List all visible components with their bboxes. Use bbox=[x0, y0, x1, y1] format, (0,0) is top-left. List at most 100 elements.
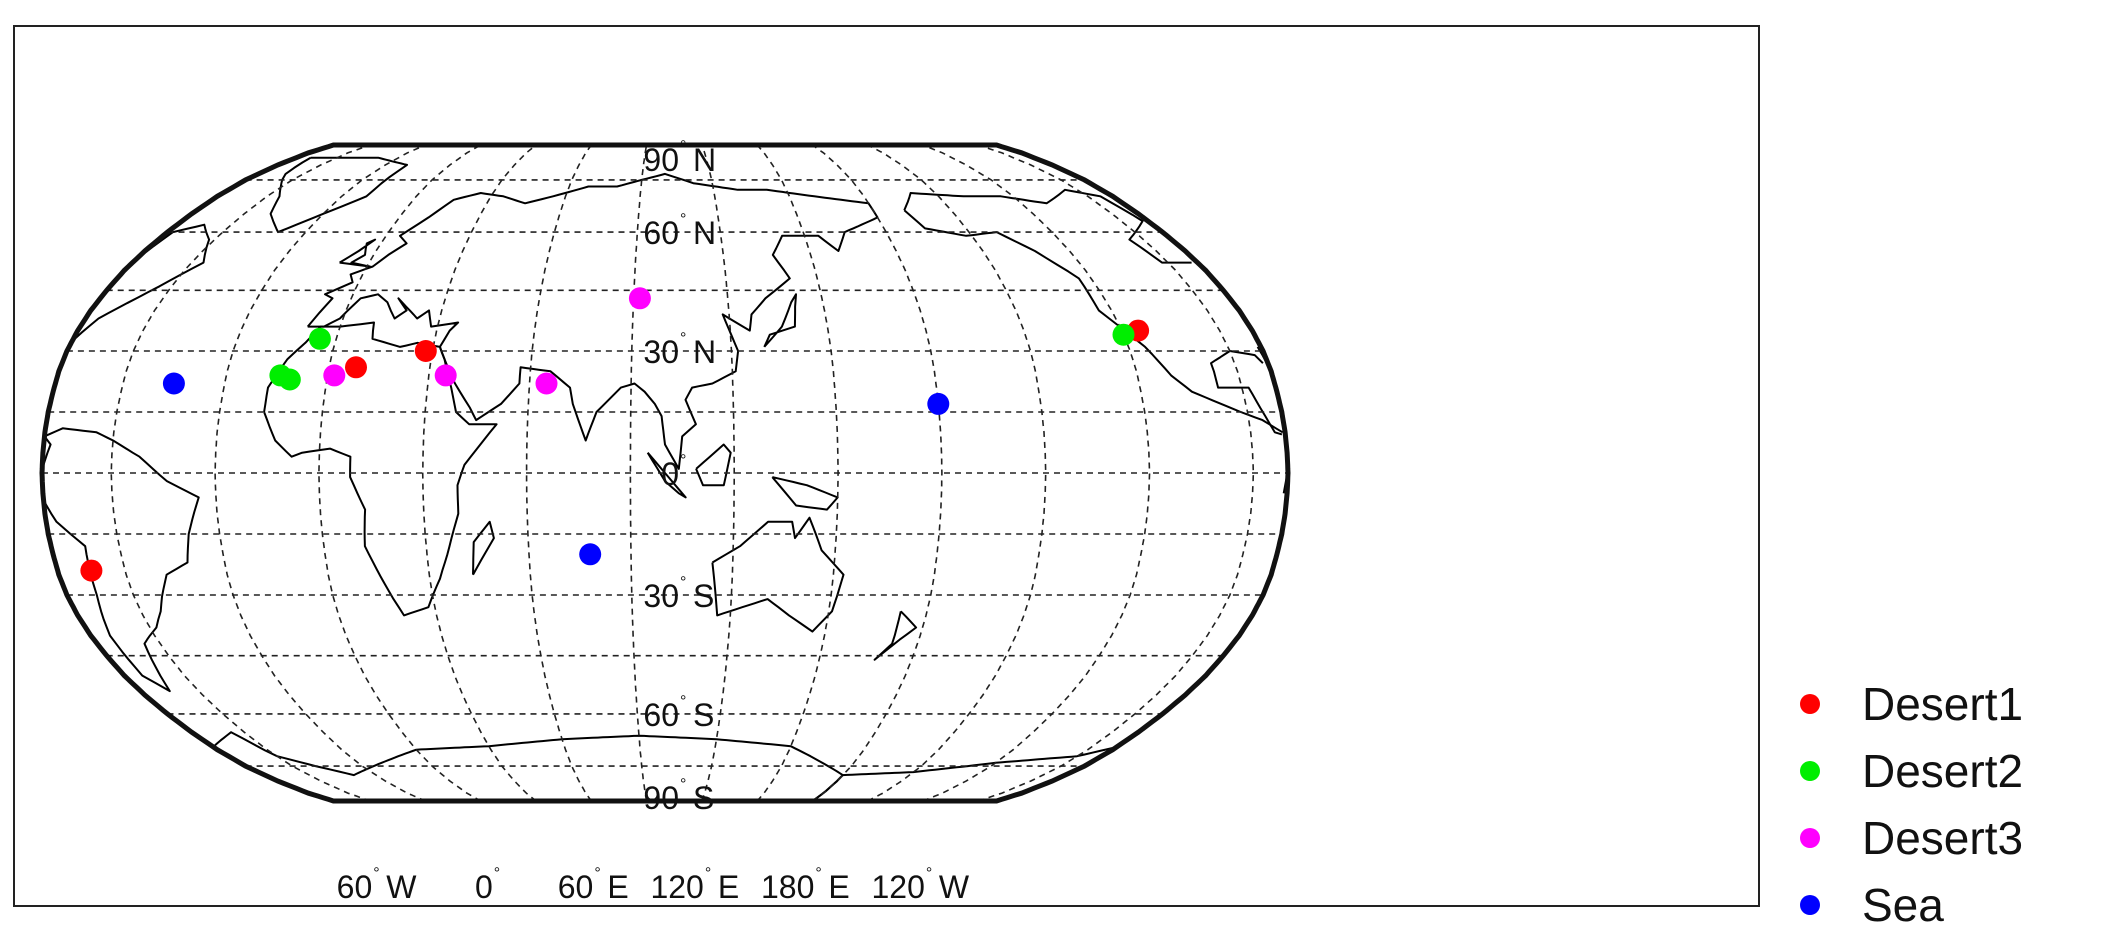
label-hemisphere: E bbox=[607, 869, 628, 905]
coastline bbox=[269, 156, 408, 234]
label-value: 180 bbox=[761, 869, 814, 905]
site-marker-desert3 bbox=[323, 364, 346, 387]
latitude-label: 90 ° S bbox=[643, 776, 714, 816]
site-marker-desert1 bbox=[414, 340, 437, 362]
site-marker-desert3 bbox=[535, 372, 558, 395]
coastline bbox=[873, 610, 918, 661]
longitude-label: 60 ° E bbox=[558, 865, 629, 905]
coastline bbox=[842, 746, 1116, 777]
site-marker-sea bbox=[927, 392, 950, 415]
coastline bbox=[263, 321, 498, 617]
label-hemisphere: E bbox=[828, 869, 849, 905]
site-markers bbox=[80, 287, 1150, 582]
coastline bbox=[711, 516, 845, 633]
longitude-label: 0 ° bbox=[475, 865, 500, 905]
plot-frame bbox=[13, 25, 1760, 907]
coastline bbox=[73, 223, 211, 341]
degree-symbol: ° bbox=[494, 865, 500, 882]
degree-symbol: ° bbox=[680, 693, 686, 710]
site-marker-desert1 bbox=[80, 559, 103, 582]
longitude-label: 180 ° E bbox=[761, 865, 850, 905]
label-hemisphere: N bbox=[693, 142, 716, 178]
label-hemisphere: E bbox=[718, 869, 739, 905]
label-hemisphere: S bbox=[693, 578, 714, 614]
site-marker-sea bbox=[579, 543, 602, 566]
legend-item-desert3: Desert3 bbox=[1800, 804, 2023, 871]
coastline bbox=[903, 209, 1284, 434]
meridian-line bbox=[701, 144, 735, 802]
legend-label: Desert3 bbox=[1862, 811, 2024, 864]
map-outline bbox=[39, 142, 1291, 804]
latitude-label: 60 ° S bbox=[643, 693, 714, 733]
label-value: 120 bbox=[650, 869, 703, 905]
coastline bbox=[1210, 350, 1283, 436]
legend-label: Desert2 bbox=[1862, 744, 2024, 797]
degree-symbol: ° bbox=[680, 574, 686, 591]
legend-item-sea: Sea bbox=[1800, 871, 2023, 938]
label-value: 120 bbox=[871, 869, 924, 905]
site-marker-sea bbox=[162, 372, 185, 395]
latitude-label: 90 ° N bbox=[643, 138, 716, 178]
label-value: 0 bbox=[475, 869, 493, 905]
label-value: 0 bbox=[661, 456, 679, 492]
site-marker-desert2 bbox=[308, 327, 331, 350]
meridian-line bbox=[318, 144, 482, 802]
degree-symbol: ° bbox=[680, 211, 686, 228]
desert2-marker-icon bbox=[1800, 760, 1820, 781]
label-hemisphere: N bbox=[693, 334, 716, 370]
label-hemisphere: S bbox=[693, 780, 714, 816]
degree-symbol: ° bbox=[680, 138, 686, 155]
degree-symbol: ° bbox=[594, 865, 600, 882]
longitude-label: 120 ° E bbox=[650, 865, 739, 905]
site-marker-desert2 bbox=[1112, 323, 1135, 346]
legend-item-desert1: Desert1 bbox=[1800, 670, 2023, 737]
degree-symbol: ° bbox=[815, 865, 821, 882]
coastline bbox=[695, 443, 732, 487]
meridian-line bbox=[811, 144, 943, 802]
site-marker-desert3 bbox=[628, 287, 651, 310]
label-value: 60 bbox=[643, 697, 679, 733]
label-hemisphere: N bbox=[693, 215, 716, 251]
latitude-label: 30 ° S bbox=[643, 574, 714, 614]
site-marker-desert3 bbox=[434, 364, 457, 387]
coastline bbox=[339, 238, 377, 268]
degree-symbol: ° bbox=[373, 865, 379, 882]
latitude-label: 60 ° N bbox=[643, 211, 716, 251]
meridian-line bbox=[756, 144, 839, 802]
coastline bbox=[903, 188, 1192, 264]
latitude-label: 30 ° N bbox=[643, 330, 716, 370]
label-value: 30 bbox=[643, 334, 679, 370]
meridian-line bbox=[977, 144, 1255, 802]
label-value: 60 bbox=[337, 869, 373, 905]
coastline bbox=[42, 427, 200, 693]
label-value: 60 bbox=[643, 215, 679, 251]
legend-label: Sea bbox=[1862, 878, 1944, 931]
latitude-label: 0 ° bbox=[661, 452, 686, 492]
coastline bbox=[763, 293, 797, 348]
coastline bbox=[646, 452, 687, 499]
coordinate-labels: 90 ° N60 ° N30 ° N0 °30 ° S60 ° S90 ° S60 ° W 0 ° 60 ° E 120 °… bbox=[337, 138, 970, 905]
degree-symbol: ° bbox=[680, 330, 686, 347]
site-marker-desert2 bbox=[278, 368, 301, 391]
degree-symbol: ° bbox=[680, 452, 686, 469]
legend: Desert1 Desert2 Desert3 Sea bbox=[1800, 670, 2023, 938]
meridian-line bbox=[421, 144, 537, 802]
legend-item-desert2: Desert2 bbox=[1800, 737, 2023, 804]
label-hemisphere: S bbox=[693, 697, 714, 733]
label-value: 90 bbox=[643, 142, 679, 178]
coastline bbox=[306, 172, 879, 470]
desert3-marker-icon bbox=[1800, 827, 1820, 848]
label-hemisphere: W bbox=[386, 869, 417, 905]
longitude-label: 120 ° W bbox=[871, 865, 969, 905]
coastline bbox=[472, 520, 495, 576]
meridian-line bbox=[922, 144, 1151, 802]
meridian-line bbox=[867, 144, 1047, 802]
site-marker-desert1 bbox=[345, 356, 367, 379]
legend-label: Desert1 bbox=[1862, 677, 2024, 730]
label-value: 90 bbox=[643, 780, 679, 816]
label-value: 60 bbox=[558, 869, 594, 905]
degree-symbol: ° bbox=[705, 865, 711, 882]
graticule bbox=[42, 144, 1288, 802]
desert1-marker-icon bbox=[1800, 693, 1820, 714]
